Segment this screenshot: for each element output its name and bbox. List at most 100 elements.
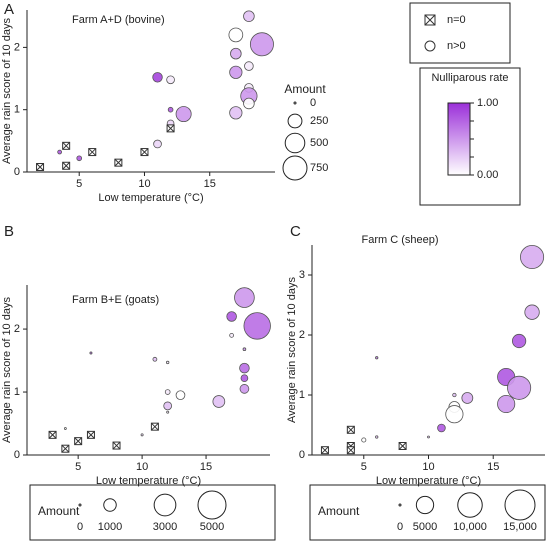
x-tick-label: 5 bbox=[76, 178, 82, 190]
symbol-legend-box bbox=[409, 2, 511, 64]
bubble bbox=[234, 287, 255, 308]
cross bbox=[114, 158, 123, 167]
cross bbox=[88, 148, 97, 156]
size-legend-label: 500 bbox=[310, 137, 328, 149]
bubble bbox=[229, 106, 243, 120]
y-axis-label: Average rain score of 10 days bbox=[1, 297, 13, 443]
no-case-marker bbox=[112, 441, 121, 450]
y-tick-label: 1 bbox=[299, 389, 305, 401]
panel-label: B bbox=[4, 223, 14, 240]
bubble bbox=[437, 423, 446, 433]
symbol-legend-label: n>0 bbox=[447, 40, 466, 52]
size-legend-label: 0 bbox=[77, 521, 83, 533]
y-tick-label: 2 bbox=[14, 41, 20, 53]
no-case-marker bbox=[48, 430, 57, 439]
size-legend-circle bbox=[504, 489, 536, 521]
bubble bbox=[226, 311, 237, 322]
bubble bbox=[512, 333, 527, 349]
bubble bbox=[57, 149, 62, 155]
x-tick-label: 10 bbox=[138, 178, 150, 190]
bubble bbox=[375, 356, 379, 360]
x-axis-label: Low temperature (°C) bbox=[96, 475, 201, 487]
size-legend-title: Amount bbox=[284, 82, 326, 96]
size-legend-circle bbox=[293, 101, 297, 105]
bubble bbox=[239, 362, 250, 374]
size-legend-title: Amount bbox=[318, 504, 360, 518]
no-case-marker bbox=[398, 442, 407, 450]
panel-label: C bbox=[290, 223, 301, 240]
y-axis-label: Average rain score of 10 days bbox=[1, 18, 13, 164]
bubble bbox=[140, 433, 144, 437]
y-tick-label: 2 bbox=[299, 329, 305, 341]
cross bbox=[346, 425, 355, 434]
bubble bbox=[152, 356, 158, 362]
cross bbox=[112, 441, 121, 450]
cross bbox=[151, 422, 159, 431]
bubble bbox=[524, 304, 540, 320]
bubble bbox=[63, 427, 67, 430]
bubble bbox=[230, 47, 242, 60]
size-legend-label: 0 bbox=[310, 97, 316, 109]
bubble bbox=[520, 244, 545, 270]
panel-label: A bbox=[4, 1, 14, 18]
no-case-marker bbox=[74, 437, 83, 446]
bubble bbox=[229, 65, 243, 79]
no-case-marker bbox=[36, 163, 45, 172]
size-legend-box bbox=[309, 484, 546, 541]
bubble bbox=[375, 435, 379, 439]
size-legend-label: 250 bbox=[310, 115, 328, 127]
x-axis-label: Low temperature (°C) bbox=[98, 192, 203, 204]
bubble bbox=[507, 375, 532, 400]
bubble bbox=[243, 10, 255, 22]
color-bar bbox=[447, 102, 471, 176]
size-legend-label: 10,000 bbox=[453, 521, 487, 533]
x-axis-label: Low temperature (°C) bbox=[376, 475, 481, 487]
x-tick-label: 10 bbox=[136, 461, 148, 473]
size-legend-label: 750 bbox=[310, 162, 328, 174]
size-legend-label: 0 bbox=[397, 521, 403, 533]
x-tick-label: 5 bbox=[75, 461, 81, 473]
chart-title: Farm B+E (goats) bbox=[72, 294, 159, 306]
bubble bbox=[243, 97, 255, 110]
bubble bbox=[228, 27, 244, 43]
cross bbox=[61, 444, 70, 453]
y-axis-label: Average rain score of 10 days bbox=[286, 277, 298, 423]
bubble bbox=[361, 437, 367, 443]
size-legend-label: 1000 bbox=[98, 521, 122, 533]
no-case-marker bbox=[166, 124, 175, 133]
size-legend-circle bbox=[287, 113, 303, 129]
color-legend-box bbox=[419, 67, 521, 206]
cross bbox=[424, 14, 436, 26]
size-legend-label: 3000 bbox=[153, 521, 177, 533]
bubble bbox=[427, 435, 430, 439]
cross bbox=[36, 163, 44, 171]
cross bbox=[321, 446, 329, 455]
color-legend-title: Nulliparous rate bbox=[431, 72, 509, 84]
no-case-marker bbox=[86, 430, 95, 439]
bubble bbox=[452, 392, 457, 398]
bubble bbox=[240, 374, 249, 383]
y-tick-label: 0 bbox=[299, 449, 305, 461]
size-legend-circle bbox=[282, 155, 308, 181]
bubble bbox=[164, 389, 171, 395]
color-tick-label: 0.00 bbox=[477, 169, 498, 181]
bubble bbox=[163, 401, 173, 411]
bubble bbox=[497, 394, 516, 414]
size-legend-circle bbox=[153, 493, 177, 517]
cross bbox=[74, 437, 83, 446]
no-case-marker bbox=[114, 158, 123, 167]
bubble bbox=[175, 390, 186, 401]
cross bbox=[166, 124, 175, 133]
x-tick-label: 5 bbox=[361, 461, 367, 473]
y-tick-label: 1 bbox=[14, 386, 20, 398]
y-tick-label: 3 bbox=[299, 269, 305, 281]
size-legend-box bbox=[29, 484, 276, 541]
size-legend-circle bbox=[284, 132, 306, 154]
bubble bbox=[166, 75, 175, 85]
x-tick-label: 15 bbox=[200, 461, 212, 473]
symbol-legend-marker bbox=[424, 14, 436, 26]
chart-title: Farm A+D (bovine) bbox=[72, 14, 165, 26]
x-tick-label: 10 bbox=[422, 461, 434, 473]
bubble bbox=[175, 106, 192, 123]
